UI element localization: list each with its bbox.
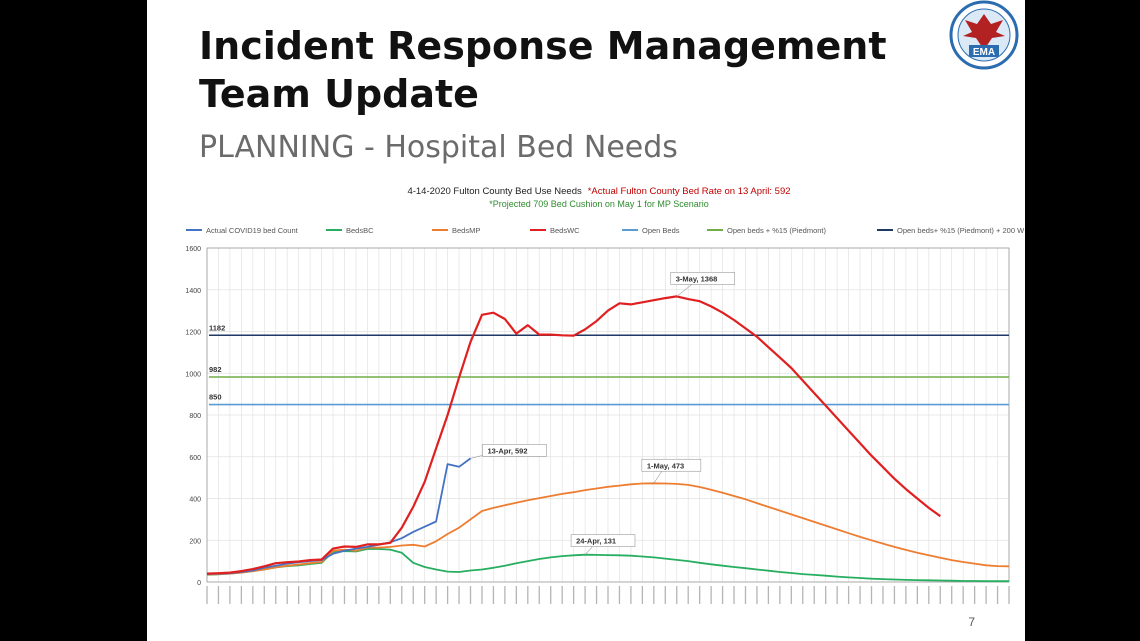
chart-title: 4-14-2020 Fulton County Bed Use Needs	[407, 186, 582, 197]
annotation-label: 13-Apr, 592	[488, 446, 528, 455]
annotation-box	[482, 444, 547, 457]
slide: Incident Response Management Team Update…	[147, 0, 1025, 641]
annotation-box	[670, 272, 735, 285]
series-line	[206, 482, 1010, 576]
legend-label: Open beds + %15 (Piedmont)	[727, 226, 827, 235]
series-value-label: 982	[209, 365, 222, 374]
logo-text: EMA	[973, 47, 995, 58]
chart-series: 850 982 1182	[206, 295, 1010, 583]
legend-item: BedsMP	[432, 226, 480, 235]
annotation-label: 1-May, 473	[647, 461, 684, 470]
y-tick-label: 1000	[185, 371, 201, 378]
legend-label: BedsBC	[346, 226, 374, 235]
y-tick-label: 800	[189, 413, 201, 420]
legend-item: Open beds + %15 (Piedmont)	[707, 226, 827, 235]
legend-label: Open Beds	[642, 226, 680, 235]
bed-needs-chart: 4-14-2020 Fulton County Bed Use Needs *Ac…	[185, 186, 1024, 604]
annotation-box	[570, 534, 636, 547]
annotation-leader	[584, 545, 594, 555]
series-line	[206, 295, 941, 575]
y-tick-label: 1400	[185, 288, 201, 295]
chart-subtitle-note: *Projected 709 Bed Cushion on May 1 for …	[489, 199, 708, 209]
chart-title-line: 4-14-2020 Fulton County Bed Use Needs *Ac…	[407, 186, 790, 197]
chart-axes: 0 200 400 600 800 1000 1200 1400 1600	[185, 246, 1010, 604]
annotation-leader	[653, 470, 663, 484]
y-tick-label: 200	[189, 538, 201, 545]
series-value-label: 1182	[209, 323, 225, 332]
eagle-icon	[963, 14, 1005, 50]
logo-banner	[969, 45, 999, 57]
y-tick-label: 600	[189, 455, 201, 462]
annotation-label: 24-Apr, 131	[576, 537, 616, 546]
legend-item: BedsBC	[326, 226, 374, 235]
slide-subtitle: PLANNING - Hospital Bed Needs	[199, 130, 678, 165]
legend-item: Open beds+ %15 (Piedmont) + 200 WOC	[877, 226, 1024, 235]
legend-item: Actual COVID19 bed Count	[186, 226, 299, 235]
y-tick-label: 1200	[185, 330, 201, 337]
plot-frame	[206, 247, 1010, 583]
annotation-leader	[470, 455, 483, 459]
series-line	[206, 457, 472, 575]
chart-annotations: 13-Apr, 592 3-May, 1368 1-May, 473 24-Apr, …	[470, 272, 735, 555]
legend-label: BedsWC	[550, 226, 580, 235]
annotation-box	[641, 458, 702, 472]
legend-label: BedsMP	[452, 226, 480, 235]
chart-grid	[206, 247, 1010, 583]
annotation-leader	[676, 283, 694, 297]
series-value-label: 850	[209, 393, 222, 402]
y-tick-label: 0	[197, 580, 201, 587]
ema-logo: EMA	[949, 0, 1019, 70]
legend-item: BedsWC	[530, 226, 580, 235]
annotation-label: 3-May, 1368	[676, 274, 718, 283]
legend-item: Open Beds	[622, 226, 680, 235]
chart-title-note: *Actual Fulton County Bed Rate on 13 Apr…	[588, 186, 791, 197]
y-tick-label: 1600	[185, 246, 201, 253]
chart-legend: Actual COVID19 bed Count BedsBC BedsMP Beds…	[186, 226, 1024, 235]
y-tick-label: 400	[189, 497, 201, 504]
slide-title: Incident Response Management Team Update	[199, 24, 887, 116]
page-number: 7	[968, 615, 975, 629]
legend-label: Actual COVID19 bed Count	[206, 226, 299, 235]
legend-label: Open beds+ %15 (Piedmont) + 200 WOC	[897, 226, 1024, 235]
